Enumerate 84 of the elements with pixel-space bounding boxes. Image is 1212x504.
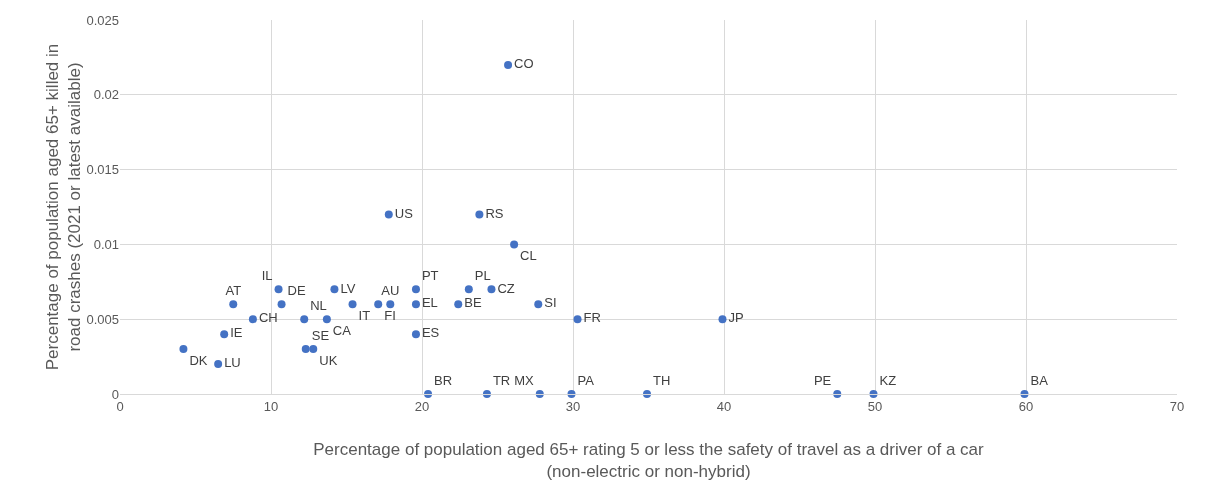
- data-label: ES: [421, 325, 440, 341]
- data-label: SI: [544, 295, 557, 311]
- data-label: JP: [728, 310, 744, 326]
- data-label: EL: [421, 295, 438, 311]
- data-label: PE: [813, 372, 832, 388]
- point: [504, 60, 513, 69]
- point: [833, 390, 842, 398]
- point: [510, 240, 519, 249]
- point: [274, 285, 283, 294]
- data-label: LU: [224, 355, 241, 371]
- point: [464, 285, 473, 294]
- point: [300, 315, 309, 324]
- point: [454, 300, 463, 309]
- point: [374, 300, 383, 309]
- y-tick-label: 0: [111, 386, 119, 402]
- point: [309, 345, 318, 354]
- point: [869, 390, 878, 398]
- data-label: DK: [189, 352, 208, 368]
- data-label: AT: [225, 282, 242, 298]
- y-tick-label: 0.01: [93, 236, 119, 252]
- point: [411, 300, 420, 309]
- y-tick-label: 0.015: [86, 162, 119, 178]
- data-label: CL: [520, 248, 537, 264]
- data-label: MX: [514, 372, 535, 388]
- point: [567, 390, 576, 398]
- x-axis-title: Percentage of population aged 65+ rating 5 or less the safety of travel as a driver of a car (non-electric or non-hybrid): [313, 440, 985, 482]
- data-label: IE: [230, 325, 243, 341]
- point: [386, 300, 395, 309]
- data-label: FI: [384, 307, 396, 323]
- data-label: SE: [311, 327, 330, 343]
- data-label: US: [394, 205, 414, 221]
- data-label: BA: [1030, 372, 1049, 388]
- data-label: CA: [332, 322, 352, 338]
- data-label: IT: [358, 307, 371, 323]
- data-label: FR: [583, 310, 601, 326]
- data-label: LV: [340, 280, 356, 296]
- data-label: PT: [421, 268, 439, 284]
- data-label: DE: [287, 282, 306, 298]
- data-label: NL: [310, 297, 327, 313]
- x-tick-label: 60: [1018, 398, 1034, 414]
- x-tick-label: 20: [414, 398, 430, 414]
- point: [322, 315, 331, 324]
- data-label: CZ: [497, 280, 515, 296]
- point: [229, 300, 238, 309]
- x-tick-label: 70: [1169, 398, 1185, 414]
- point: [573, 315, 582, 324]
- point: [277, 300, 286, 309]
- y-axis-title: Percentage of population aged 65+ killed in road crashes (2021 or latest available): [43, 43, 85, 371]
- data-label: TR: [492, 372, 511, 388]
- point: [348, 300, 357, 309]
- point: [220, 330, 229, 339]
- x-tick-label: 10: [263, 398, 279, 414]
- point: [1020, 390, 1029, 398]
- data-label: PL: [474, 268, 491, 284]
- point: [301, 345, 310, 354]
- point: [411, 285, 420, 294]
- data-label: PA: [577, 372, 595, 388]
- point: [718, 315, 727, 324]
- data-label: KZ: [879, 372, 897, 388]
- data-label: TH: [652, 372, 671, 388]
- point: [475, 210, 484, 219]
- data-label: CH: [258, 310, 278, 326]
- x-tick-label: 50: [867, 398, 883, 414]
- point: [534, 300, 543, 309]
- y-tick-label: 0.02: [93, 87, 119, 103]
- point: [179, 345, 188, 354]
- point: [535, 390, 544, 398]
- x-tick-label: 40: [716, 398, 732, 414]
- point: [330, 285, 339, 294]
- data-label: UK: [319, 352, 338, 368]
- data-label: IL: [261, 268, 273, 284]
- point: [487, 285, 496, 294]
- x-tick-label: 30: [565, 398, 581, 414]
- point: [214, 360, 223, 369]
- point: [384, 210, 393, 219]
- data-label: BE: [464, 295, 482, 311]
- data-label: CO: [514, 56, 534, 72]
- point: [248, 315, 257, 324]
- data-label: AU: [381, 282, 400, 298]
- data-label: RS: [485, 205, 504, 221]
- y-tick-label: 0.025: [86, 12, 119, 28]
- data-label: BR: [434, 372, 453, 388]
- point: [411, 330, 420, 339]
- y-tick-label: 0.005: [86, 311, 119, 327]
